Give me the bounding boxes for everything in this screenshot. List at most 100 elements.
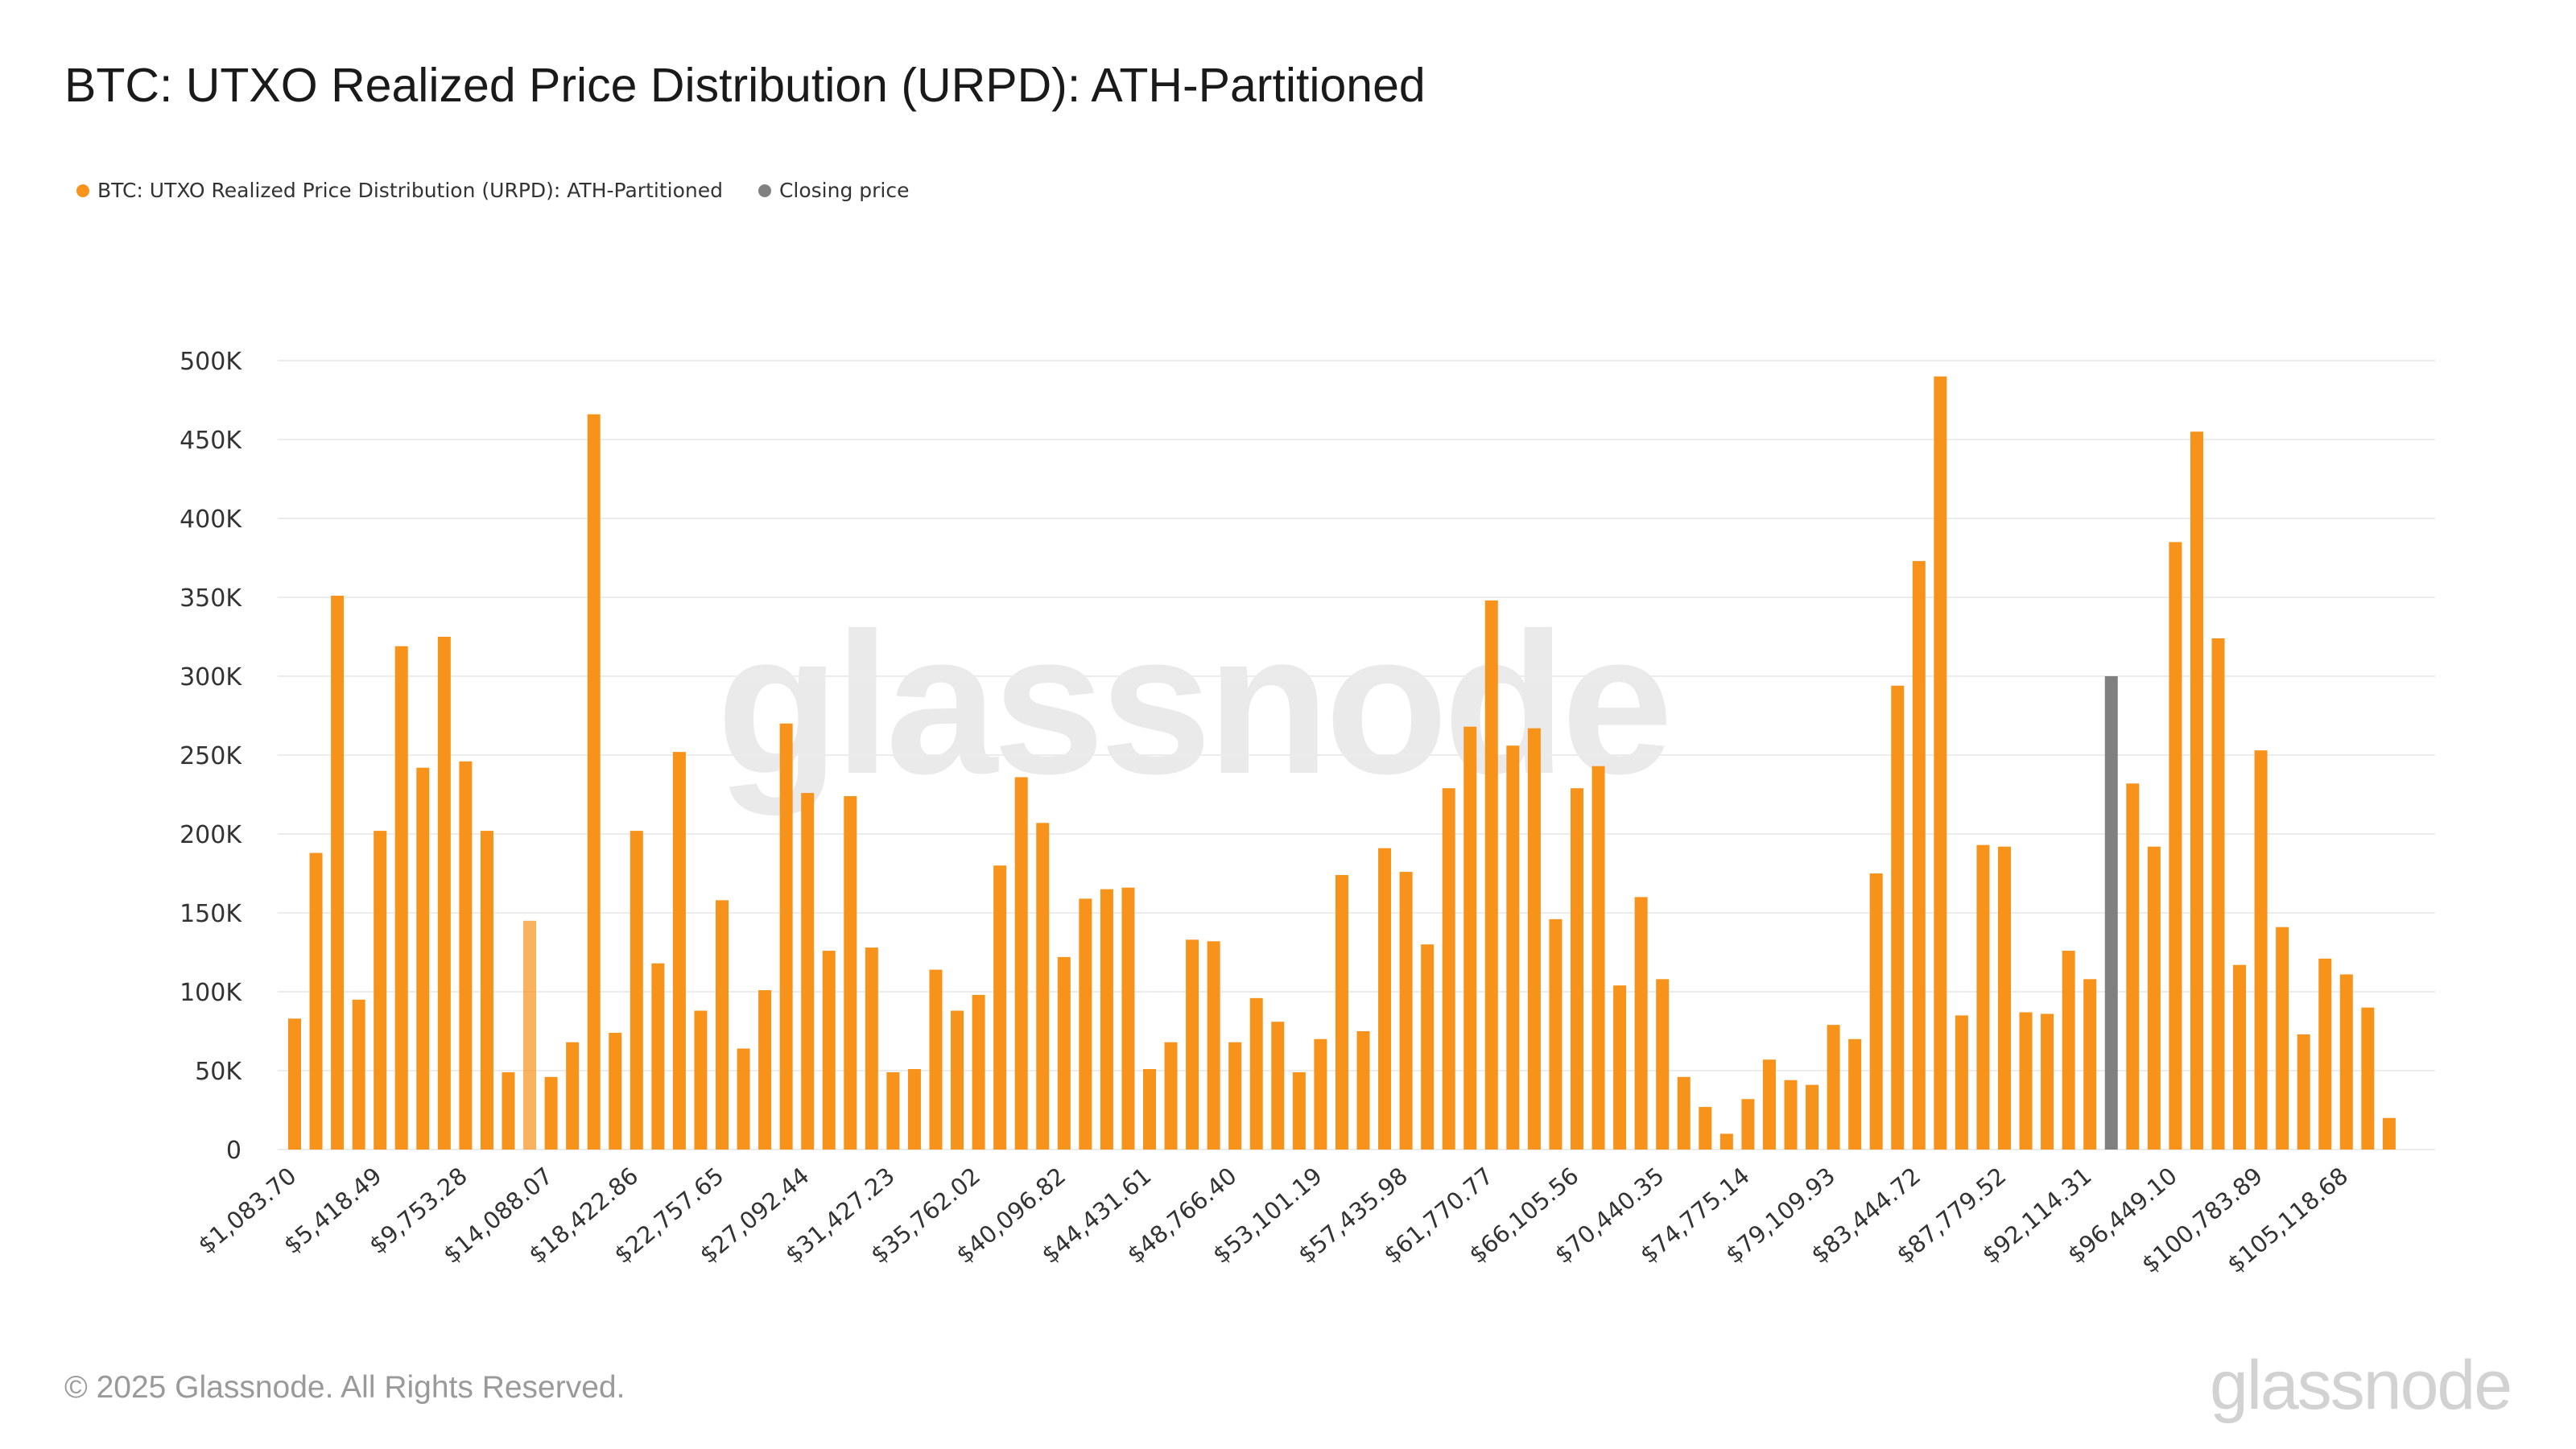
bar-49 xyxy=(1335,874,1348,1150)
bar-59 xyxy=(1549,919,1563,1150)
bar-23 xyxy=(779,723,793,1150)
bar-36 xyxy=(1057,956,1071,1150)
bar-52 xyxy=(1399,872,1413,1150)
bar-41 xyxy=(1164,1042,1178,1150)
bar-closing-price xyxy=(2104,676,2118,1150)
bar-40 xyxy=(1143,1069,1156,1150)
bar-30 xyxy=(929,969,943,1150)
bar-17 xyxy=(651,963,665,1150)
bar-19 xyxy=(694,1010,708,1150)
bar-18 xyxy=(672,752,686,1150)
bar-58 xyxy=(1527,728,1541,1150)
bar-98 xyxy=(2382,1117,2396,1150)
copyright-footer: © 2025 Glassnode. All Rights Reserved. xyxy=(64,1370,625,1405)
bar-87 xyxy=(2147,846,2161,1150)
bar-31 xyxy=(951,1010,964,1150)
bar-55 xyxy=(1463,726,1477,1150)
bar-7 xyxy=(437,637,451,1150)
bar-38 xyxy=(1100,889,1113,1150)
bar-0 xyxy=(288,1018,301,1150)
bar-16 xyxy=(630,831,643,1150)
bar-84 xyxy=(2083,979,2097,1150)
y-tick-label-5: 250K xyxy=(180,742,242,770)
y-tick-label-7: 350K xyxy=(180,584,242,613)
y-tick-label-1: 50K xyxy=(195,1058,242,1086)
bar-13 xyxy=(566,1042,580,1150)
chart-bars xyxy=(288,376,2396,1150)
bar-83 xyxy=(2062,951,2075,1150)
bar-66 xyxy=(1699,1107,1712,1150)
bar-8 xyxy=(459,761,473,1150)
legend-dot-orange-icon xyxy=(76,184,89,197)
bar-57 xyxy=(1506,745,1520,1150)
bar-29 xyxy=(907,1069,921,1150)
bar-89 xyxy=(2190,431,2203,1150)
bar-10 xyxy=(502,1071,515,1150)
y-tick-label-2: 100K xyxy=(180,979,242,1007)
y-tick-label-10: 500K xyxy=(180,348,242,376)
bar-26 xyxy=(844,795,857,1150)
bar-77 xyxy=(1934,376,1947,1150)
bar-93 xyxy=(2276,927,2289,1150)
bar-82 xyxy=(2041,1013,2054,1150)
bar-42 xyxy=(1186,939,1199,1150)
bar-62 xyxy=(1613,985,1627,1150)
bar-91 xyxy=(2233,964,2247,1150)
bar-27 xyxy=(865,947,878,1150)
bar-1 xyxy=(309,852,323,1150)
y-tick-label-6: 300K xyxy=(180,663,242,691)
bar-33 xyxy=(993,865,1007,1150)
bar-71 xyxy=(1806,1084,1819,1150)
legend-dot-gray-icon xyxy=(758,184,771,197)
bar-88 xyxy=(2169,542,2182,1150)
bar-69 xyxy=(1762,1059,1776,1150)
bar-24 xyxy=(801,793,815,1150)
y-tick-label-0: 0 xyxy=(226,1137,242,1165)
bar-74 xyxy=(1869,873,1883,1150)
bar-63 xyxy=(1634,897,1648,1150)
bar-22 xyxy=(758,990,772,1150)
legend-item-urpd[interactable]: BTC: UTXO Realized Price Distribution (U… xyxy=(76,179,723,202)
bar-54 xyxy=(1442,788,1455,1150)
bar-45 xyxy=(1249,997,1263,1150)
bar-56 xyxy=(1484,600,1498,1150)
bar-9 xyxy=(480,831,493,1150)
bar-75 xyxy=(1891,685,1905,1150)
legend-item-closing-price[interactable]: Closing price xyxy=(758,179,910,202)
bar-44 xyxy=(1228,1042,1242,1150)
bar-97 xyxy=(2361,1007,2375,1150)
bar-94 xyxy=(2297,1034,2310,1150)
bar-2 xyxy=(331,596,345,1150)
bar-65 xyxy=(1677,1076,1690,1150)
bar-34 xyxy=(1014,777,1028,1150)
bar-95 xyxy=(2318,958,2332,1150)
bar-25 xyxy=(822,951,836,1150)
bar-47 xyxy=(1292,1071,1306,1150)
x-axis: $1,083.70$5,418.49$9,753.28$14,088.07$18… xyxy=(193,1162,2354,1278)
bar-61 xyxy=(1591,766,1605,1150)
glassnode-logo[interactable]: glassnode xyxy=(2210,1347,2512,1424)
bar-90 xyxy=(2211,638,2225,1150)
bar-37 xyxy=(1079,898,1092,1150)
bar-12 xyxy=(544,1076,558,1150)
bar-15 xyxy=(609,1032,622,1150)
bar-70 xyxy=(1784,1080,1798,1150)
bar-20 xyxy=(716,900,729,1150)
bar-50 xyxy=(1356,1031,1370,1150)
bar-35 xyxy=(1036,823,1050,1150)
bar-4 xyxy=(374,831,387,1150)
chart-title: BTC: UTXO Realized Price Distribution (U… xyxy=(64,59,1426,112)
bar-68 xyxy=(1741,1099,1755,1150)
bar-14 xyxy=(587,414,601,1150)
legend-label-urpd: BTC: UTXO Realized Price Distribution (U… xyxy=(97,179,723,202)
y-tick-label-3: 150K xyxy=(180,900,242,928)
bar-32 xyxy=(972,994,985,1150)
bar-46 xyxy=(1271,1022,1285,1150)
bar-76 xyxy=(1912,560,1926,1150)
chart-legend: BTC: UTXO Realized Price Distribution (U… xyxy=(76,179,945,202)
bar-48 xyxy=(1314,1038,1327,1150)
bar-11 xyxy=(523,920,537,1150)
bar-43 xyxy=(1207,941,1220,1150)
bar-80 xyxy=(1998,846,2011,1150)
